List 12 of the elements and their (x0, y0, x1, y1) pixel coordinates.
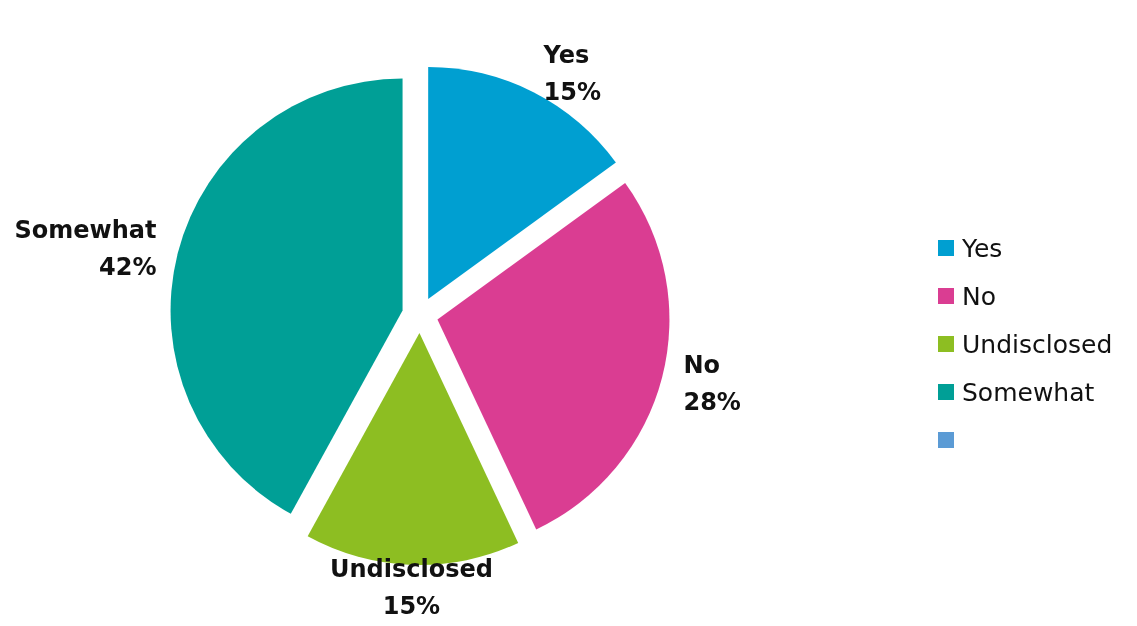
slice-label: No (683, 351, 721, 380)
legend-label: No (962, 282, 996, 311)
data-label: 15% (382, 592, 441, 621)
legend-label: Yes (961, 234, 1003, 263)
slice-label: Yes (542, 41, 590, 70)
slice-label: Somewhat (14, 215, 157, 244)
data-label: 42% (99, 252, 157, 281)
legend-label: Undisclosed (962, 330, 1113, 359)
data-label: 28% (683, 388, 741, 417)
legend-label: Somewhat (962, 378, 1095, 407)
data-label: 15% (543, 78, 601, 107)
slice-label: Undisclosed (329, 555, 493, 584)
